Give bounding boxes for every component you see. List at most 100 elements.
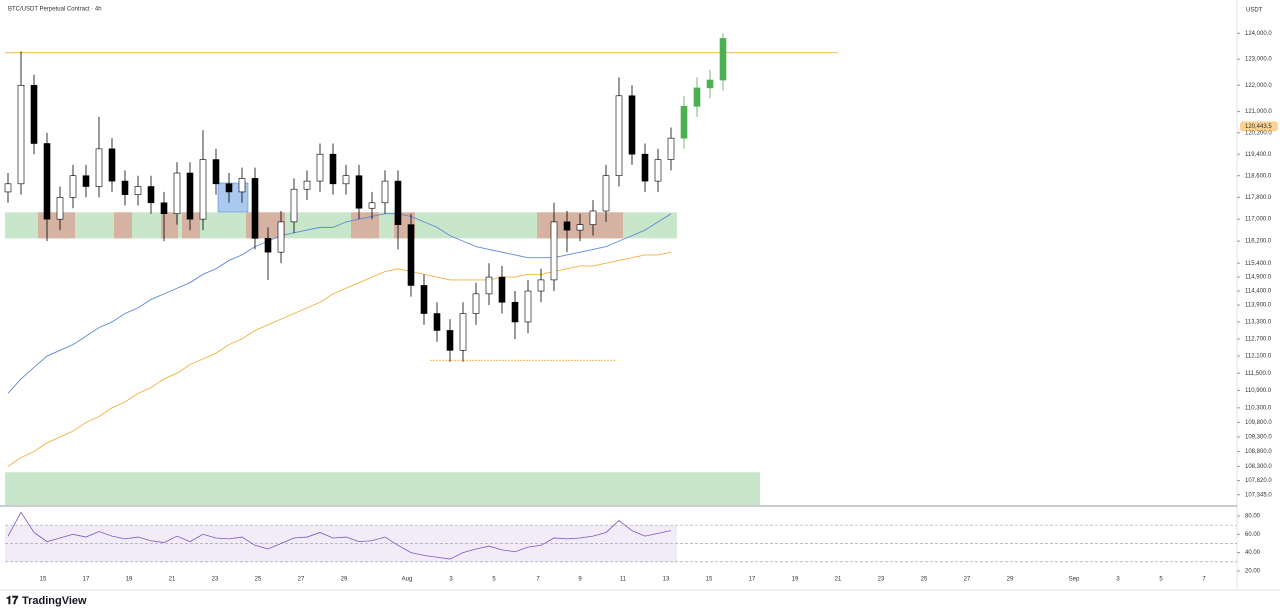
candle-body bbox=[459, 313, 467, 351]
y-tick-label: 108,800.0 bbox=[1245, 449, 1272, 455]
highlight-box bbox=[182, 212, 200, 239]
candle-body bbox=[394, 180, 402, 225]
candle-body bbox=[680, 106, 688, 139]
rsi-tick-label: 60.00 bbox=[1245, 532, 1261, 538]
y-tick-label: 118,600.0 bbox=[1245, 173, 1272, 179]
x-tick-label: Sep bbox=[1069, 577, 1080, 583]
y-tick-label: 123,000.0 bbox=[1245, 57, 1272, 63]
rsi-line bbox=[7, 511, 672, 560]
candle-body bbox=[498, 276, 506, 303]
y-tick-label: 120,200.0 bbox=[1245, 130, 1272, 136]
candle-body bbox=[381, 180, 389, 204]
candle-body bbox=[303, 180, 311, 190]
candle-body bbox=[589, 210, 597, 225]
x-tick-label: 21 bbox=[169, 577, 176, 583]
candle-body bbox=[290, 188, 298, 223]
candle-body bbox=[329, 153, 337, 185]
candle-body bbox=[407, 224, 415, 286]
candle-body bbox=[199, 159, 207, 220]
y-tick-label: 117,800.0 bbox=[1245, 195, 1272, 201]
y-tick-label: 107,820.0 bbox=[1245, 478, 1272, 484]
currency: USDT bbox=[1246, 8, 1263, 14]
candle-body bbox=[719, 38, 727, 81]
y-tick-label: 119,400.0 bbox=[1245, 152, 1272, 158]
candle-body bbox=[43, 143, 51, 220]
x-tick-label: 21 bbox=[835, 577, 842, 583]
candle-body bbox=[82, 175, 90, 187]
candle-body bbox=[95, 148, 103, 187]
rsi-tick-label: 20.00 bbox=[1245, 569, 1261, 575]
candle-body bbox=[4, 183, 12, 193]
x-tick-label: 29 bbox=[1007, 577, 1014, 583]
y-tick-label: 121,000.0 bbox=[1245, 109, 1272, 115]
y-tick-label: 109,800.0 bbox=[1245, 420, 1272, 426]
x-tick-label: 29 bbox=[341, 577, 348, 583]
candle-body bbox=[108, 148, 116, 182]
x-tick-label: 13 bbox=[663, 577, 670, 583]
y-tick-label: 114,900.0 bbox=[1245, 275, 1272, 281]
x-tick-label: 15 bbox=[706, 577, 713, 583]
rsi-tick-label: 40.00 bbox=[1245, 550, 1261, 556]
candle-body bbox=[238, 178, 246, 193]
x-tick-label: 23 bbox=[878, 577, 885, 583]
candle-body bbox=[173, 172, 181, 214]
x-tick-label: 19 bbox=[126, 577, 133, 583]
candle-body bbox=[615, 95, 623, 177]
moving-average bbox=[7, 251, 672, 467]
x-tick-label: 25 bbox=[255, 577, 262, 583]
rsi-tick-label: 80.00 bbox=[1245, 514, 1261, 520]
x-tick-label: 11 bbox=[620, 577, 627, 583]
chart-title: BTC/USDT Perpetual Contract · 4h bbox=[8, 7, 102, 13]
y-tick-label: 108,300.0 bbox=[1245, 464, 1272, 470]
candle-body bbox=[576, 224, 584, 231]
candle-body bbox=[693, 87, 701, 107]
candle-body bbox=[160, 202, 168, 214]
candle-body bbox=[355, 175, 363, 209]
moving-average bbox=[7, 213, 672, 394]
x-tick-label: 3 bbox=[1116, 577, 1120, 583]
candle-body bbox=[264, 238, 272, 253]
y-tick-label: 117,000.0 bbox=[1245, 217, 1272, 223]
y-tick-label: 124,000.0 bbox=[1245, 31, 1272, 37]
candle-body bbox=[316, 153, 324, 182]
x-tick-label: 7 bbox=[1202, 577, 1206, 583]
candle-body bbox=[17, 84, 25, 185]
y-tick-label: 122,000.0 bbox=[1245, 83, 1272, 89]
candle-body bbox=[654, 159, 662, 182]
x-tick-label: 5 bbox=[492, 577, 496, 583]
y-tick-label: 113,300.0 bbox=[1245, 320, 1272, 326]
x-tick-label: 25 bbox=[921, 577, 928, 583]
x-tick-label: 23 bbox=[212, 577, 219, 583]
y-tick-label: 116,200.0 bbox=[1245, 239, 1272, 245]
x-tick-label: 27 bbox=[298, 577, 305, 583]
zone bbox=[5, 472, 760, 505]
candle-body bbox=[56, 197, 64, 220]
x-tick-label: 19 bbox=[792, 577, 799, 583]
y-tick-label: 110,900.0 bbox=[1245, 388, 1272, 394]
highlight-box bbox=[114, 212, 132, 239]
logo-text: TradingView bbox=[22, 595, 87, 607]
y-tick-label: 113,900.0 bbox=[1245, 303, 1272, 309]
candle-body bbox=[485, 276, 493, 295]
candle-body bbox=[550, 221, 558, 281]
x-tick-label: 5 bbox=[1159, 577, 1163, 583]
x-tick-label: 9 bbox=[578, 577, 582, 583]
last-price-label: 120,443.5 bbox=[1245, 124, 1272, 130]
candle-body bbox=[342, 175, 350, 185]
candle-body bbox=[706, 79, 714, 89]
candle-body bbox=[420, 285, 428, 314]
candle-body bbox=[602, 175, 610, 212]
candle-body bbox=[134, 186, 142, 195]
logo-mark: 𝟏𝟕 bbox=[6, 595, 19, 607]
x-tick-label: 3 bbox=[449, 577, 453, 583]
y-tick-label: 111,500.0 bbox=[1245, 371, 1271, 377]
candle-body bbox=[433, 313, 441, 331]
y-tick-label: 115,400.0 bbox=[1245, 261, 1272, 267]
candle-body bbox=[121, 180, 129, 195]
candle-body bbox=[251, 178, 259, 239]
y-tick-label: 114,400.0 bbox=[1245, 289, 1272, 295]
candle-body bbox=[212, 159, 220, 185]
y-tick-label: 107,345.0 bbox=[1245, 492, 1272, 498]
